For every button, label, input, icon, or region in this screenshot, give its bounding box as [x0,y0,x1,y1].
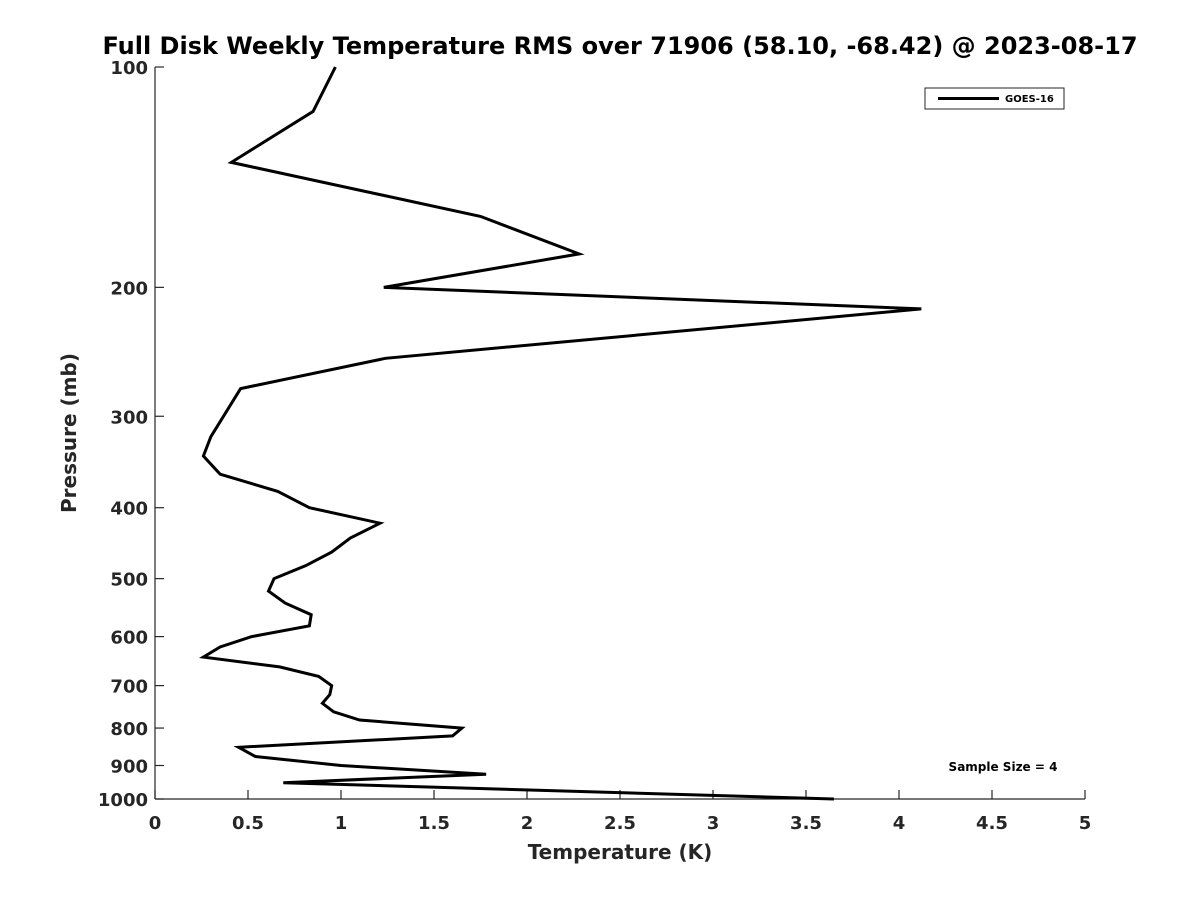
x-tick-label: 4.5 [976,813,1008,834]
y-tick-label: 1000 [98,790,148,811]
y-tick-label: 200 [110,278,148,299]
y-tick-label: 500 [110,570,148,591]
series-line-goes-16 [198,66,922,801]
x-tick-label: 3 [707,813,720,834]
x-tick-label: 3.5 [790,813,822,834]
y-axis-label: Pressure (mb) [57,353,81,513]
x-axis-label: Temperature (K) [528,840,713,864]
y-tick-label: 300 [110,407,148,428]
x-tick-label: 1.5 [418,813,450,834]
x-tick-label: 2 [521,813,534,834]
x-tick-label: 5 [1079,813,1092,834]
legend: GOES-16 [924,87,1065,110]
sample-size-annotation: Sample Size = 4 [949,760,1058,774]
y-tick-label: 600 [110,628,148,649]
chart-title: Full Disk Weekly Temperature RMS over 71… [102,32,1137,60]
x-tick-label: 1 [335,813,348,834]
x-tick-label: 2.5 [604,813,636,834]
y-tick-label: 100 [110,58,148,79]
x-tick-label: 4 [893,813,906,834]
series-group [198,66,922,801]
y-tick-label: 700 [110,677,148,698]
y-tick-label: 900 [110,757,148,778]
y-tick-label: 800 [110,719,148,740]
x-tick-label: 0.5 [232,813,264,834]
x-ticks-group: 0 0.5 1 1.5 2 2.5 3 3.5 4 4.5 5 [149,790,1092,834]
legend-label-goes-16: GOES-16 [1005,94,1054,105]
y-ticks-group: 100 200 300 400 500 600 700 800 900 1000 [98,58,164,811]
y-tick-label: 400 [110,499,148,520]
x-tick-label: 0 [149,813,162,834]
